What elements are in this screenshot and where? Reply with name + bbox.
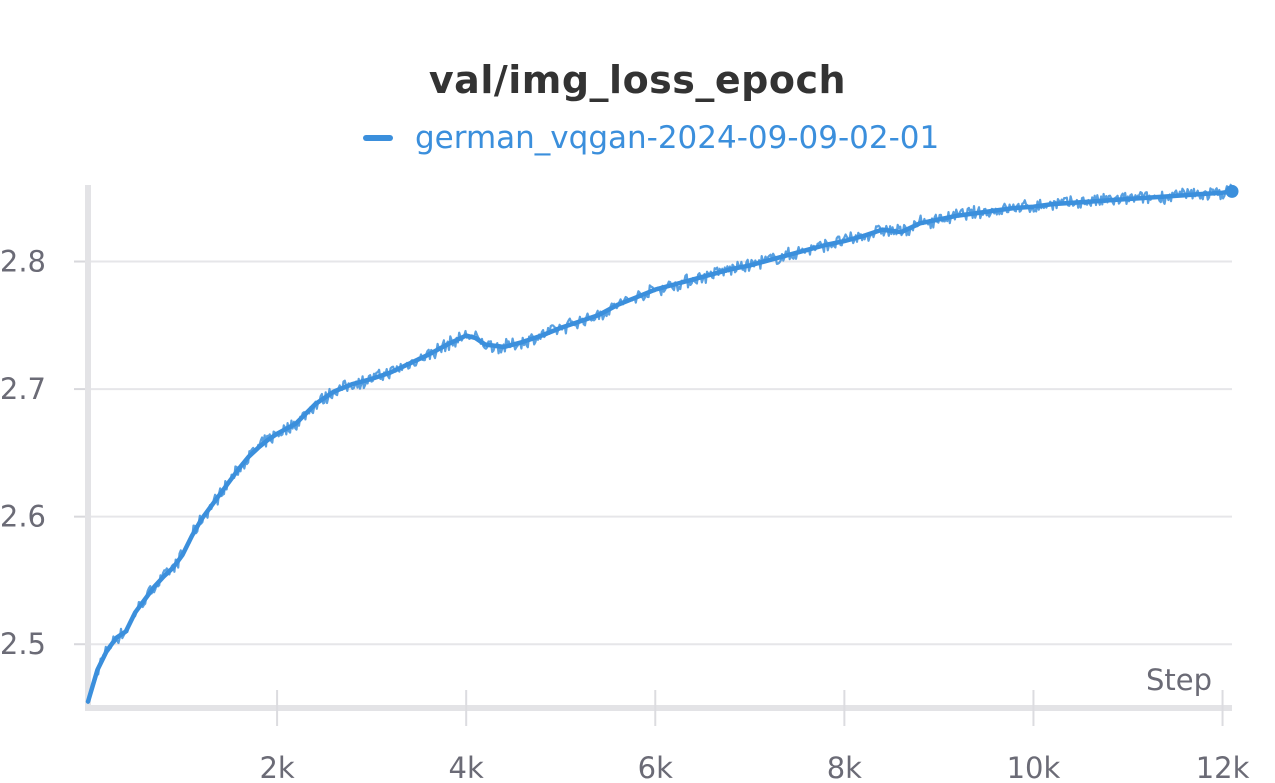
chart-title: val/img_loss_epoch: [428, 58, 847, 102]
x-axis-label: Step: [1146, 663, 1212, 697]
y-tick-label: 2.7: [0, 372, 46, 406]
x-tick-label: 4k: [449, 751, 484, 783]
x-tick-label: 2k: [259, 751, 294, 783]
y-tick-label: 2.5: [0, 627, 46, 661]
x-tick-label: 8k: [827, 751, 862, 783]
series-end-point: [1225, 184, 1239, 198]
x-tick-label: 10k: [1007, 751, 1061, 783]
x-tick-label: 12k: [1196, 751, 1250, 783]
y-tick-label: 2.8: [0, 245, 46, 279]
x-tick-label: 6k: [638, 751, 673, 783]
legend[interactable]: german_vqgan-2024-09-09-02-01: [363, 118, 939, 158]
y-tick-label: 2.6: [0, 500, 46, 534]
legend-swatch: [363, 135, 393, 141]
legend-item-label[interactable]: german_vqgan-2024-09-09-02-01: [415, 120, 940, 156]
series-line: [85, 189, 1235, 704]
